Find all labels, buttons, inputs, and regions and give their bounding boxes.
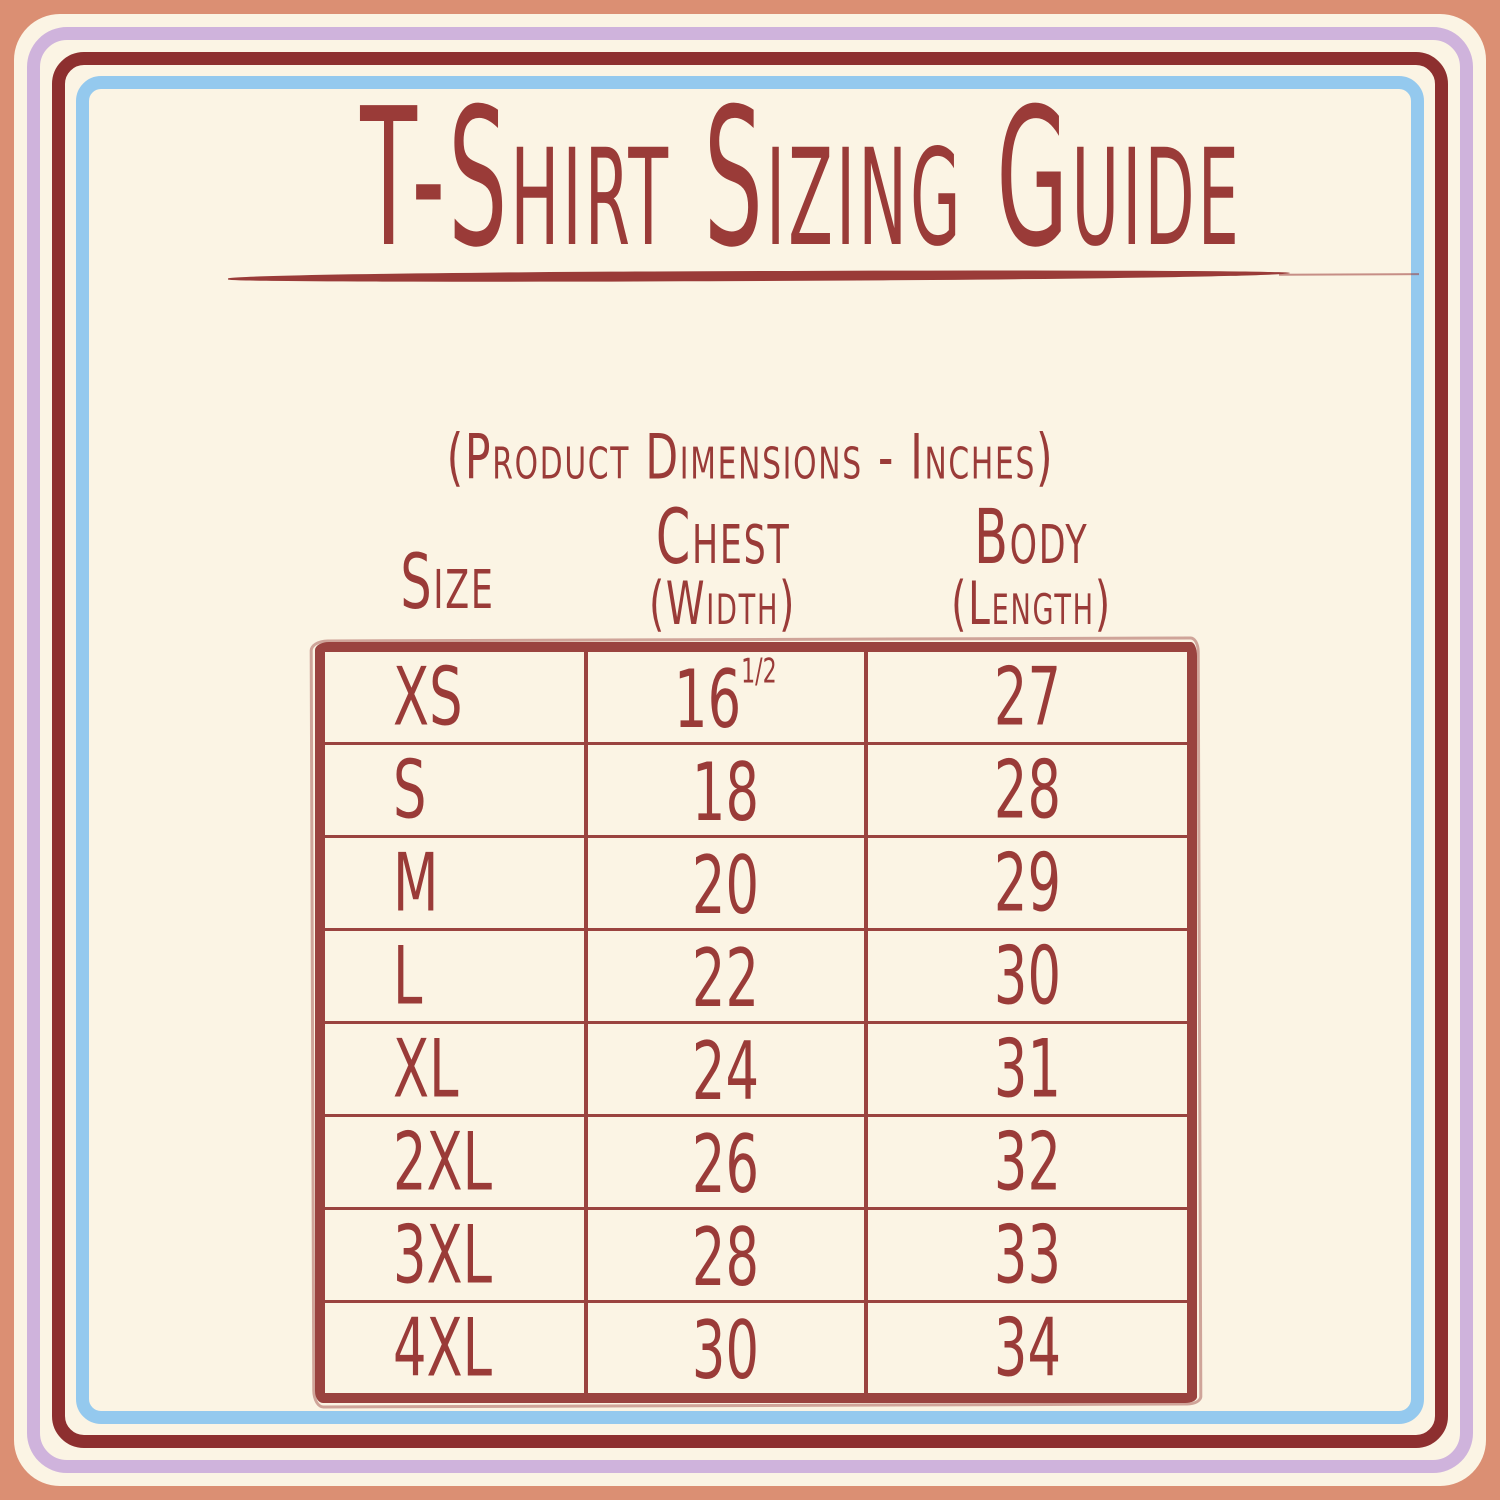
size-value: 4XL xyxy=(393,1299,492,1395)
body-cell: 33 xyxy=(863,1206,1187,1302)
size-value: 2XL xyxy=(393,1113,492,1209)
size-value: M xyxy=(393,834,439,930)
body-value: 30 xyxy=(993,927,1061,1023)
column-header-chest-sublabel: (Width) xyxy=(649,567,797,639)
table-row: M 20 29 xyxy=(325,835,1187,928)
chest-value: 24 xyxy=(692,1027,759,1112)
body-value: 29 xyxy=(993,834,1061,930)
size-cell: 2XL xyxy=(325,1117,584,1207)
chest-value-whole: 16 xyxy=(674,650,742,746)
chest-value: 22 xyxy=(692,934,759,1019)
table-row: S 18 28 xyxy=(325,742,1187,835)
body-cell: 27 xyxy=(863,648,1187,744)
size-cell: S xyxy=(325,745,584,835)
chest-cell: 22 xyxy=(583,931,864,1021)
body-value: 31 xyxy=(993,1020,1061,1116)
chest-value-whole: 18 xyxy=(692,743,760,839)
size-value: 3XL xyxy=(393,1206,492,1302)
chest-value: 30 xyxy=(692,1306,759,1391)
table-row: 4XL 30 34 xyxy=(325,1300,1187,1393)
chest-cell: 161/2 xyxy=(583,652,864,742)
table-header-row: Size Chest (Width) Body (Length) xyxy=(315,496,1197,638)
body-cell: 28 xyxy=(863,741,1187,837)
column-header-body-label: Body xyxy=(974,492,1089,582)
size-cell: L xyxy=(325,931,584,1021)
chest-value-whole: 26 xyxy=(692,1115,760,1211)
chest-value-whole: 22 xyxy=(692,929,760,1025)
chest-cell: 24 xyxy=(583,1024,864,1114)
table-row: XL 24 31 xyxy=(325,1021,1187,1114)
size-cell: 3XL xyxy=(325,1210,584,1300)
body-cell: 31 xyxy=(863,1020,1187,1116)
body-value: 27 xyxy=(993,648,1061,744)
size-cell: 4XL xyxy=(325,1303,584,1393)
body-cell: 34 xyxy=(863,1299,1187,1395)
column-header-size: Size xyxy=(315,523,580,619)
page-title-text: T-Shirt Sizing Guide xyxy=(360,68,1242,290)
subtitle: (Product Dimensions - Inches) xyxy=(90,426,1410,489)
body-value: 28 xyxy=(993,741,1061,837)
chest-cell: 20 xyxy=(583,838,864,928)
chest-value: 20 xyxy=(692,841,759,926)
size-value: L xyxy=(393,927,423,1023)
body-cell: 30 xyxy=(863,927,1187,1023)
subtitle-text: (Product Dimensions - Inches) xyxy=(446,421,1054,494)
size-value: XS xyxy=(393,648,463,744)
chest-value: 28 xyxy=(692,1213,759,1298)
column-header-size-label: Size xyxy=(400,537,495,627)
body-value: 32 xyxy=(993,1113,1061,1209)
poster-content: T-Shirt Sizing Guide (Product Dimensions… xyxy=(90,84,1410,1410)
table-row: 3XL 28 33 xyxy=(325,1207,1187,1300)
body-value: 33 xyxy=(993,1206,1061,1302)
table-row: XS 161/2 27 xyxy=(325,652,1187,742)
body-value: 34 xyxy=(993,1299,1061,1395)
chest-value-whole: 28 xyxy=(692,1208,760,1304)
column-header-chest-label: Chest xyxy=(655,492,791,582)
chest-value-whole: 30 xyxy=(692,1301,760,1397)
chest-value-fraction: 1/2 xyxy=(741,652,777,692)
chest-value-whole: 20 xyxy=(692,836,760,932)
chest-cell: 18 xyxy=(583,745,864,835)
column-header-body: Body (Length) xyxy=(866,499,1197,633)
table-row: L 22 30 xyxy=(325,928,1187,1021)
chest-cell: 30 xyxy=(583,1303,864,1393)
chest-value: 161/2 xyxy=(674,655,777,740)
chest-cell: 28 xyxy=(583,1210,864,1300)
size-cell: M xyxy=(325,838,584,928)
chest-value-whole: 24 xyxy=(692,1022,760,1118)
chest-value: 26 xyxy=(692,1120,759,1205)
chest-value: 18 xyxy=(692,748,759,833)
size-cell: XL xyxy=(325,1024,584,1114)
body-cell: 29 xyxy=(863,834,1187,930)
size-cell: XS xyxy=(325,652,584,742)
size-table: XS 161/2 27 S 18 28 M 20 29 L 22 30 XL xyxy=(315,642,1197,1403)
column-header-chest: Chest (Width) xyxy=(580,499,867,633)
size-value: XL xyxy=(393,1020,459,1116)
body-cell: 32 xyxy=(863,1113,1187,1209)
table-row: 2XL 26 32 xyxy=(325,1114,1187,1207)
column-header-body-sublabel: (Length) xyxy=(951,567,1112,639)
chest-cell: 26 xyxy=(583,1117,864,1207)
page-title: T-Shirt Sizing Guide xyxy=(90,84,1410,275)
size-value: S xyxy=(393,741,427,837)
